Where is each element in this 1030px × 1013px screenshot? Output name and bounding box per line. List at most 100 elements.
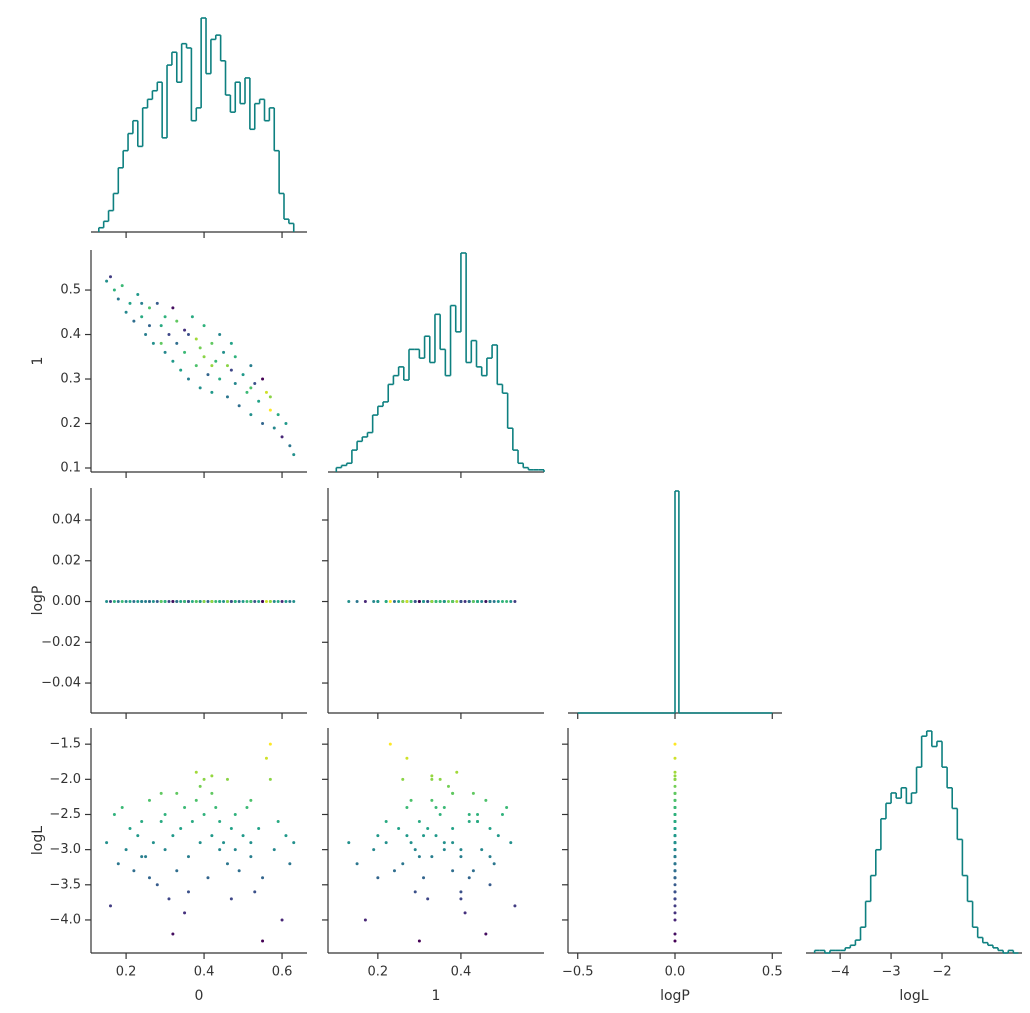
scatter-point [202, 812, 206, 816]
scatter-point [426, 600, 430, 604]
x-tick-label: 0.0 [665, 965, 686, 980]
scatter-point [405, 805, 409, 809]
scatter-point [347, 600, 351, 604]
scatter-point [186, 890, 190, 894]
scatter-point [194, 770, 198, 774]
scatter-point [347, 841, 351, 845]
scatter-point [417, 939, 421, 943]
scatter-point [249, 364, 253, 368]
scatter-point [175, 869, 179, 873]
scatter-point [214, 600, 218, 604]
scatter-point [210, 791, 214, 795]
scatter-point [673, 805, 677, 809]
scatter-point [186, 377, 190, 381]
scatter-point [229, 341, 233, 345]
scatter-point [116, 600, 120, 604]
scatter-point [159, 600, 163, 604]
scatter-point [505, 805, 509, 809]
scatter-point [276, 600, 280, 604]
scatter-point [264, 390, 268, 394]
scatter-point [171, 600, 175, 604]
scatter-point [376, 600, 380, 604]
scatter-point [488, 600, 492, 604]
scatter-point [151, 600, 155, 604]
scatter-point [245, 390, 249, 394]
scatter-point [202, 777, 206, 781]
y-tick-label: −4.0 [49, 912, 81, 927]
scatter-point [132, 319, 136, 323]
scatter-point [401, 600, 405, 604]
scatter-point [105, 600, 109, 604]
scatter-point [388, 742, 392, 746]
scatter-point [673, 834, 677, 838]
scatter-point [442, 805, 446, 809]
scatter-point [451, 869, 455, 873]
scatter-point [476, 820, 480, 824]
scatter-point [198, 841, 202, 845]
scatter-point [222, 350, 226, 354]
scatter-point [249, 798, 253, 802]
y-tick-label: 0.4 [60, 327, 81, 342]
scatter-point [673, 904, 677, 908]
scatter-point [147, 306, 151, 310]
scatter-point [388, 600, 392, 604]
scatter-point [451, 841, 455, 845]
y-axis-label: logL [30, 826, 46, 855]
scatter-point [405, 600, 409, 604]
scatter-point [218, 600, 222, 604]
scatter-point [261, 422, 265, 426]
scatter-point [438, 777, 442, 781]
scatter-point [442, 841, 446, 845]
scatter-point [409, 600, 413, 604]
scatter-point [673, 855, 677, 859]
scatter-point [120, 600, 124, 604]
scatter-point [451, 791, 455, 795]
scatter-point [471, 600, 475, 604]
scatter-point [147, 324, 151, 328]
y-tick-label: 0.04 [52, 512, 81, 527]
scatter-point [140, 600, 144, 604]
scatter-point [218, 377, 222, 381]
y-tick-label: −3.0 [49, 842, 81, 857]
scatter-point [673, 777, 677, 781]
scatter-point [151, 341, 155, 345]
scatter-point [245, 600, 249, 604]
scatter-point [171, 932, 175, 936]
x-tick-label: −4 [831, 965, 850, 980]
scatter-point [442, 600, 446, 604]
scatter-point [384, 841, 388, 845]
scatter-point [272, 848, 276, 852]
scatter-point [292, 841, 296, 845]
x-tick-label: 0.4 [194, 965, 215, 980]
scatter-point [198, 386, 202, 390]
scatter-point [417, 600, 421, 604]
scatter-point [128, 301, 132, 305]
scatter-point [673, 827, 677, 831]
scatter-point [426, 827, 430, 831]
scatter-point [229, 827, 233, 831]
scatter-point [459, 897, 463, 901]
scatter-point [268, 395, 272, 399]
scatter-point [194, 798, 198, 802]
x-tick-label: −2 [932, 965, 951, 980]
scatter-point [384, 820, 388, 824]
scatter-point [363, 918, 367, 922]
y-tick-label: −2.5 [49, 807, 81, 822]
scatter-point [480, 848, 484, 852]
scatter-point [268, 742, 272, 746]
scatter-point [253, 381, 257, 385]
scatter-point [488, 855, 492, 859]
x-tick-label: −0.5 [562, 965, 594, 980]
scatter-point [222, 841, 226, 845]
scatter-point [218, 820, 222, 824]
scatter-point [372, 848, 376, 852]
scatter-point [206, 600, 210, 604]
scatter-point [288, 600, 292, 604]
scatter-point [401, 777, 405, 781]
scatter-point [488, 883, 492, 887]
scatter-point [147, 600, 151, 604]
scatter-point [417, 855, 421, 859]
scatter-point [413, 890, 417, 894]
scatter-point [455, 770, 459, 774]
x-axis-label: 1 [432, 988, 441, 1004]
